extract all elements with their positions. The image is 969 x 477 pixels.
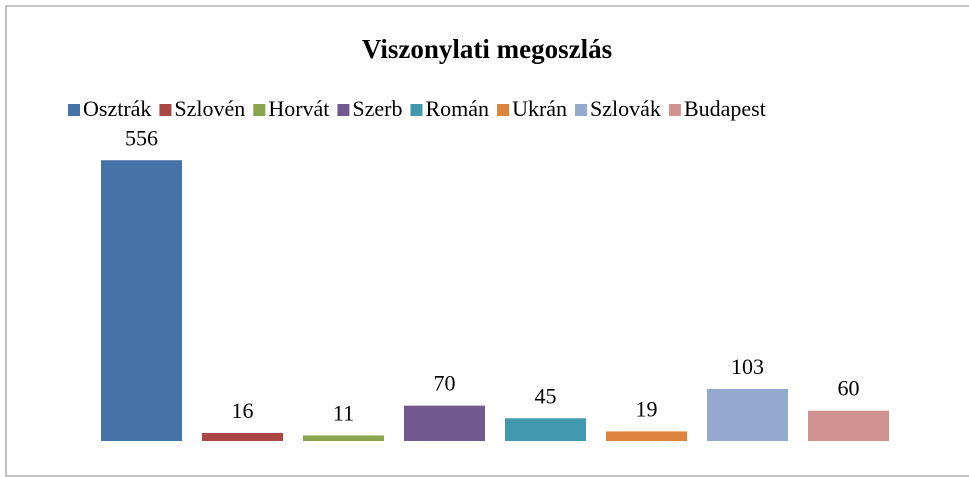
legend-label: Horvát — [268, 96, 329, 121]
value-label: 70 — [434, 371, 456, 396]
legend-swatch — [253, 104, 266, 116]
value-label: 103 — [731, 354, 764, 379]
value-label: 16 — [232, 398, 254, 423]
legend-swatch — [159, 104, 172, 116]
legend-swatch — [668, 104, 681, 116]
legend-label: Budapest — [684, 96, 766, 121]
chart-title: Viszonylati megoszlás — [362, 34, 612, 64]
legend-label: Román — [426, 96, 490, 121]
legend-label: Szlovák — [590, 96, 661, 121]
legend-swatch — [575, 104, 588, 116]
value-label: 556 — [125, 125, 158, 150]
legend-label: Szerb — [352, 96, 402, 121]
chart-frame — [5, 5, 969, 477]
bar — [101, 160, 182, 441]
legend-swatch — [337, 104, 350, 116]
bar — [707, 388, 788, 441]
legend-label: Szlovén — [174, 96, 245, 121]
legend-label: Osztrák — [83, 96, 151, 121]
bar — [303, 435, 384, 441]
value-label: 60 — [838, 376, 860, 401]
bar — [808, 410, 889, 441]
bar — [505, 418, 586, 441]
value-label: 19 — [636, 396, 658, 421]
legend-swatch — [497, 104, 510, 116]
value-label: 45 — [535, 383, 557, 408]
bar — [202, 432, 283, 441]
bar — [404, 405, 485, 441]
legend-swatch — [68, 104, 80, 116]
bar — [606, 431, 687, 441]
legend-label: Ukrán — [512, 96, 567, 121]
legend-swatch — [410, 104, 423, 116]
value-label: 11 — [333, 400, 354, 425]
